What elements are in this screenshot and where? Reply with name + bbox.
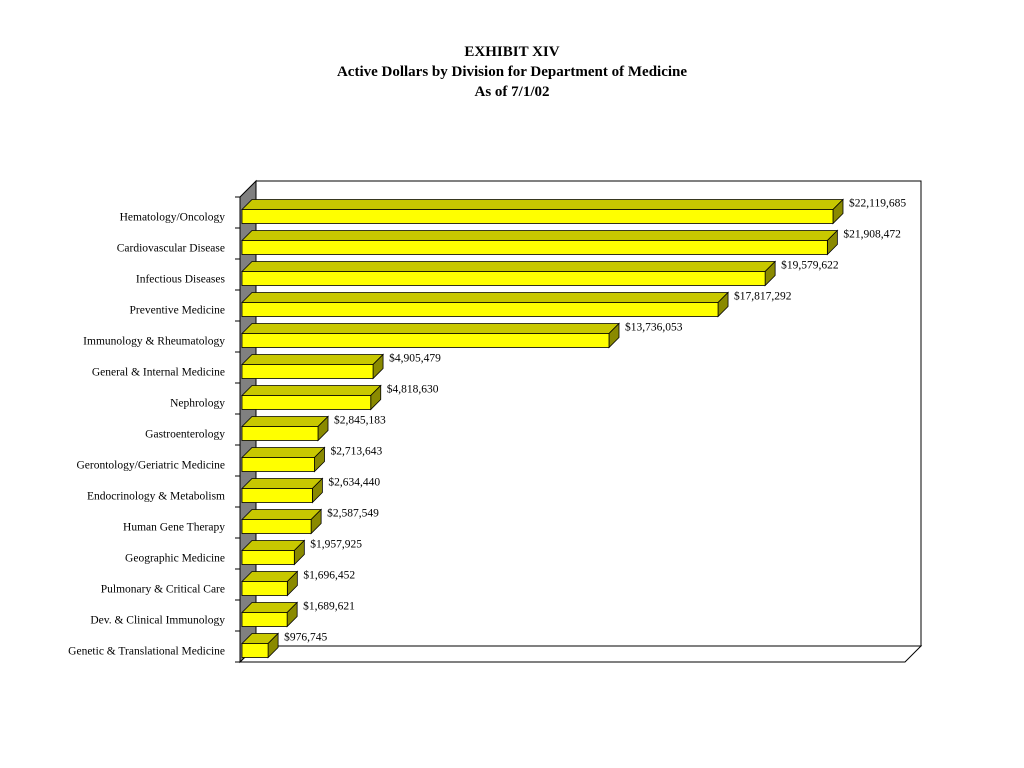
- bar: [241, 271, 766, 286]
- chart-subtitle: Active Dollars by Division for Departmen…: [336, 64, 688, 80]
- bar-top-face: [241, 540, 306, 551]
- data-label: $2,713,643: [331, 445, 383, 458]
- bar-top-face: [241, 261, 777, 272]
- data-label: $21,908,472: [843, 228, 901, 241]
- bar-top-face: [241, 292, 730, 303]
- bar: [241, 395, 372, 410]
- data-label: $1,696,452: [303, 569, 355, 582]
- bar: [241, 488, 313, 503]
- bar-top-face: [241, 230, 839, 241]
- bar: [241, 209, 834, 224]
- category-label: Cardiovascular Disease: [117, 243, 225, 255]
- category-label: Gerontology/Geriatric Medicine: [77, 460, 226, 472]
- category-label: Preventive Medicine: [130, 305, 225, 317]
- bar: [241, 550, 295, 565]
- category-label: Dev. & Clinical Immunology: [90, 615, 225, 627]
- bar: [241, 519, 312, 534]
- category-label: Infectious Diseases: [136, 274, 226, 286]
- bar: [241, 457, 315, 472]
- category-label: Endocrinology & Metabolism: [87, 491, 225, 503]
- bar-top-face: [241, 478, 324, 489]
- bar: [241, 302, 719, 317]
- bar: [241, 581, 288, 596]
- chart-date: As of 7/1/02: [474, 84, 550, 100]
- category-label: Human Gene Therapy: [123, 522, 225, 534]
- bar-top-face: [241, 199, 844, 210]
- data-label: $1,957,925: [310, 538, 362, 551]
- data-label: $1,689,621: [303, 600, 355, 613]
- data-label: $4,905,479: [389, 352, 441, 365]
- bar-top-face: [241, 354, 385, 365]
- bar: [241, 643, 269, 658]
- bar-top-face: [241, 447, 326, 458]
- bar-top-face: [241, 416, 329, 427]
- category-label: Pulmonary & Critical Care: [101, 584, 225, 596]
- category-label: Genetic & Translational Medicine: [68, 646, 225, 658]
- data-label: $4,818,630: [387, 383, 439, 396]
- data-label: $17,817,292: [734, 290, 792, 303]
- data-label: $2,634,440: [328, 476, 380, 489]
- bar-top-face: [241, 509, 323, 520]
- bar: [241, 333, 610, 348]
- bar: [241, 612, 288, 627]
- floor: [238, 645, 923, 663]
- data-label: $2,587,549: [327, 507, 379, 520]
- bar: [241, 426, 319, 441]
- data-label: $2,845,183: [334, 414, 386, 427]
- bar-top-face: [241, 385, 382, 396]
- category-label: General & Internal Medicine: [92, 367, 225, 379]
- bar: [241, 240, 828, 255]
- category-label: Geographic Medicine: [125, 553, 225, 565]
- data-label: $22,119,685: [849, 197, 906, 210]
- data-label: $976,745: [284, 631, 327, 644]
- category-label: Nephrology: [170, 398, 225, 410]
- bar: [241, 364, 374, 379]
- data-label: $13,736,053: [625, 321, 683, 334]
- bar-top-face: [241, 323, 620, 334]
- chart-titles: EXHIBIT XIV Active Dollars by Division f…: [0, 42, 1024, 102]
- data-label: $19,579,622: [781, 259, 839, 272]
- chart-title: EXHIBIT XIV: [464, 44, 560, 60]
- category-label: Immunology & Rheumatology: [83, 336, 225, 348]
- category-label: Gastroenterology: [145, 429, 225, 441]
- category-label: Hematology/Oncology: [120, 212, 226, 224]
